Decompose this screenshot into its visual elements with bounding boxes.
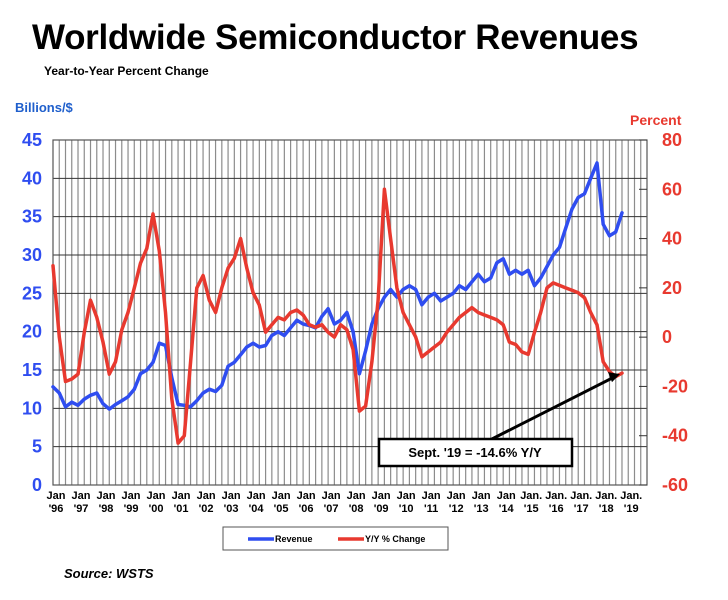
x-tick-month: Jan — [72, 490, 91, 502]
x-tick-year: '98 — [99, 503, 114, 515]
annotation-box — [377, 437, 574, 468]
x-tick-year: '13 — [474, 503, 489, 515]
x-tick-month: Jan — [372, 490, 391, 502]
right-axis-label: Percent — [630, 112, 682, 128]
x-tick-month: Jan — [347, 490, 366, 502]
left-tick-label: 15 — [22, 360, 42, 380]
x-tick-year: '05 — [274, 503, 289, 515]
x-tick-month: Jan — [422, 490, 441, 502]
annotation-arrow-line — [489, 374, 617, 442]
x-axis-ticks: Jan'96Jan'97Jan'98Jan'99Jan'00Jan'01Jan'… — [47, 490, 643, 515]
x-tick-month: Jan — [397, 490, 416, 502]
x-tick-year: '02 — [199, 503, 214, 515]
left-tick-label: 40 — [22, 168, 42, 188]
x-tick-month: Jan. — [520, 490, 542, 502]
right-tick-label: 40 — [662, 229, 682, 249]
x-tick-year: '06 — [299, 503, 314, 515]
x-tick-month: Jan. — [570, 490, 592, 502]
annotation-text: Sept. '19 = -14.6% Y/Y — [408, 445, 542, 460]
series-line-y-y-change — [51, 187, 624, 445]
right-tick-label: 80 — [662, 130, 682, 150]
x-tick-month: Jan — [47, 490, 66, 502]
chart-title: Worldwide Semiconductor Revenues — [32, 18, 639, 57]
legend-label: Y/Y % Change — [365, 534, 425, 544]
x-tick-year: '18 — [599, 503, 614, 515]
x-tick-year: '17 — [574, 503, 589, 515]
left-tick-label: 20 — [22, 322, 42, 342]
x-tick-month: Jan. — [545, 490, 567, 502]
x-tick-month: Jan — [472, 490, 491, 502]
plot-frame — [52, 139, 648, 486]
left-tick-label: 45 — [22, 130, 42, 150]
legend-box — [222, 526, 449, 551]
x-tick-month: Jan — [172, 490, 191, 502]
chart-subtitle: Year-to-Year Percent Change — [44, 64, 209, 78]
x-tick-year: '01 — [174, 503, 189, 515]
x-tick-month: Jan — [147, 490, 166, 502]
x-tick-month: Jan — [497, 490, 516, 502]
annotation-arrowhead — [607, 372, 620, 383]
left-tick-label: 10 — [22, 398, 42, 418]
series-line-revenue — [51, 161, 624, 411]
series-lines — [51, 161, 624, 445]
x-tick-month: Jan. — [620, 490, 642, 502]
annotation: Sept. '19 = -14.6% Y/Y — [377, 372, 620, 468]
left-tick-label: 25 — [22, 283, 42, 303]
x-tick-month: Jan. — [595, 490, 617, 502]
x-tick-month: Jan — [197, 490, 216, 502]
x-tick-month: Jan — [222, 490, 241, 502]
x-tick-month: Jan — [272, 490, 291, 502]
x-tick-year: '14 — [499, 503, 515, 515]
x-tick-month: Jan — [447, 490, 466, 502]
right-tick-label: 0 — [662, 327, 672, 347]
legend: Revenue Y/Y % Change — [222, 526, 449, 551]
gridlines — [52, 139, 648, 486]
x-tick-year: '07 — [324, 503, 339, 515]
right-tick-label: -60 — [662, 475, 688, 495]
x-tick-year: '09 — [374, 503, 389, 515]
x-tick-year: '12 — [449, 503, 464, 515]
x-tick-month: Jan — [297, 490, 316, 502]
x-tick-year: '08 — [349, 503, 364, 515]
x-tick-month: Jan — [322, 490, 341, 502]
right-tick-label: -40 — [662, 426, 688, 446]
right-tick-label: 60 — [662, 179, 682, 199]
x-tick-year: '97 — [74, 503, 89, 515]
x-tick-year: '96 — [49, 503, 64, 515]
x-tick-year: '16 — [549, 503, 564, 515]
x-tick-year: '11 — [424, 503, 438, 515]
x-tick-year: '10 — [399, 503, 414, 515]
x-tick-year: '15 — [524, 503, 539, 515]
legend-label: Revenue — [275, 534, 313, 544]
left-tick-label: 5 — [32, 437, 42, 457]
x-tick-month: Jan — [97, 490, 116, 502]
left-axis-ticks: 0 5 10 15 20 25 30 35 40 45 — [22, 130, 42, 495]
left-tick-label: 35 — [22, 207, 42, 227]
left-axis-label: Billions/$ — [15, 100, 73, 115]
left-tick-label: 30 — [22, 245, 42, 265]
x-tick-month: Jan — [122, 490, 141, 502]
x-tick-year: '04 — [249, 503, 265, 515]
x-tick-year: '03 — [224, 503, 239, 515]
x-tick-year: '99 — [124, 503, 139, 515]
x-tick-year: '00 — [149, 503, 164, 515]
right-axis-ticks: -60 -40 -20 0 20 40 60 80 — [639, 130, 688, 495]
right-tick-label: -20 — [662, 376, 688, 396]
x-tick-year: '19 — [624, 503, 639, 515]
source-note: Source: WSTS — [64, 566, 154, 581]
x-tick-month: Jan — [247, 490, 266, 502]
right-tick-label: 20 — [662, 278, 682, 298]
left-tick-label: 0 — [32, 475, 42, 495]
